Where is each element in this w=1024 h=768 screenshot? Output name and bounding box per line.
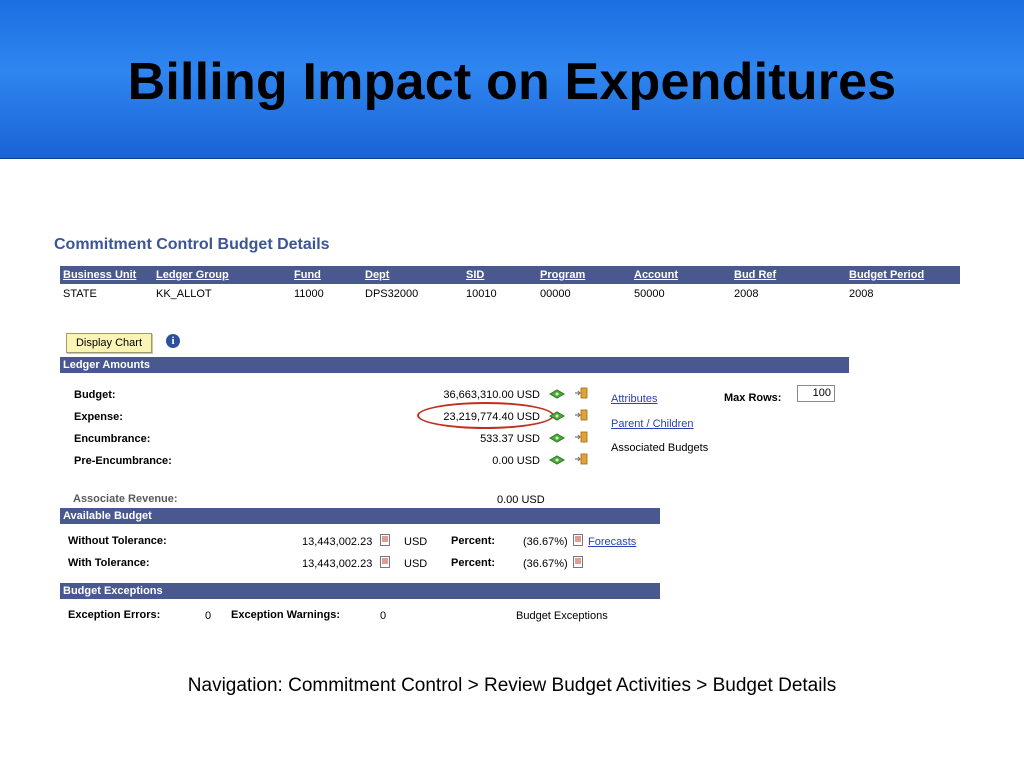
forecasts-link[interactable]: Forecasts xyxy=(588,536,637,548)
value-business-unit: STATE xyxy=(63,288,97,300)
associate-revenue-value: 0.00 USD xyxy=(497,494,545,506)
attributes-link[interactable]: Attributes xyxy=(611,393,658,405)
navigation-caption: Navigation: Commitment Control > Review … xyxy=(187,675,837,696)
pre-encumbrance-label: Pre-Encumbrance: xyxy=(74,455,172,467)
col-account[interactable]: Account xyxy=(634,269,678,281)
value-ledger-group: KK_ALLOT xyxy=(156,288,212,300)
value-program: 00000 xyxy=(540,288,571,300)
ledger-amounts-header: Ledger Amounts xyxy=(60,357,849,373)
value-sid: 10010 xyxy=(466,288,497,300)
without-tolerance-percent-label: Percent: xyxy=(451,535,496,547)
page-title: Commitment Control Budget Details xyxy=(54,236,330,253)
value-fund: 11000 xyxy=(294,288,324,300)
exception-warnings-label: Exception Warnings: xyxy=(231,609,340,621)
display-chart-button[interactable]: Display Chart xyxy=(66,333,152,353)
col-ledger-group[interactable]: Ledger Group xyxy=(156,269,229,281)
with-tolerance-percent: (36.67%) xyxy=(523,558,568,570)
associated-budgets-text[interactable]: Associated Budgets xyxy=(611,442,709,454)
money-icon[interactable] xyxy=(549,455,565,465)
col-program[interactable]: Program xyxy=(540,269,586,281)
drilldown-icon[interactable] xyxy=(574,386,588,400)
value-dept: DPS32000 xyxy=(365,288,419,300)
money-icon[interactable] xyxy=(549,389,565,399)
drilldown-icon[interactable] xyxy=(574,452,588,466)
exception-errors-value: 0 xyxy=(205,610,212,622)
info-icon[interactable]: i xyxy=(166,334,180,348)
with-tolerance-label: With Tolerance: xyxy=(68,557,150,569)
money-icon[interactable] xyxy=(549,433,565,443)
encumbrance-label: Encumbrance: xyxy=(74,433,151,445)
exception-warnings-value: 0 xyxy=(380,610,387,622)
value-account: 50000 xyxy=(634,288,665,300)
with-tolerance-currency: USD xyxy=(404,558,428,570)
col-sid[interactable]: SID xyxy=(466,269,485,281)
expense-highlight-ellipse xyxy=(417,402,554,429)
key-fields-header: Business Unit Ledger Group Fund Dept SID… xyxy=(60,266,960,284)
without-tolerance-percent: (36.67%) xyxy=(523,536,568,548)
money-icon[interactable] xyxy=(549,411,565,421)
associate-revenue-label: Associate Revenue: xyxy=(73,493,178,505)
max-rows-label: Max Rows: xyxy=(724,392,782,404)
without-tolerance-currency: USD xyxy=(404,536,428,548)
pdf-icon[interactable] xyxy=(573,556,583,568)
pre-encumbrance-value: 0.00 USD xyxy=(492,455,540,467)
budget-exceptions-header: Budget Exceptions xyxy=(60,583,660,599)
budget-value: 36,663,310.00 USD xyxy=(443,389,540,401)
drilldown-icon[interactable] xyxy=(574,408,588,422)
col-budget-period[interactable]: Budget Period xyxy=(849,269,925,281)
title-banner: Billing Impact on Expenditures xyxy=(0,0,1024,159)
value-budget-period: 2008 xyxy=(849,288,874,300)
budget-label: Budget: xyxy=(74,389,116,401)
with-tolerance-amount: 13,443,002.23 xyxy=(302,558,373,570)
slide-title: Billing Impact on Expenditures xyxy=(127,53,897,111)
with-tolerance-percent-label: Percent: xyxy=(451,557,496,569)
col-fund[interactable]: Fund xyxy=(294,269,321,281)
col-business-unit[interactable]: Business Unit xyxy=(63,269,137,281)
available-budget-header: Available Budget xyxy=(60,508,660,524)
expense-label: Expense: xyxy=(74,411,123,423)
drilldown-icon[interactable] xyxy=(574,430,588,444)
col-dept[interactable]: Dept xyxy=(365,269,390,281)
encumbrance-value: 533.37 USD xyxy=(480,433,540,445)
pdf-icon[interactable] xyxy=(573,534,583,546)
without-tolerance-amount: 13,443,002.23 xyxy=(302,536,373,548)
value-bud-ref: 2008 xyxy=(734,288,759,300)
without-tolerance-label: Without Tolerance: xyxy=(68,535,167,547)
budget-exceptions-link[interactable]: Budget Exceptions xyxy=(516,610,608,622)
col-bud-ref[interactable]: Bud Ref xyxy=(734,269,777,281)
parent-children-link[interactable]: Parent / Children xyxy=(611,418,694,430)
max-rows-input[interactable]: 100 xyxy=(797,385,835,402)
exception-errors-label: Exception Errors: xyxy=(68,609,161,621)
pdf-icon[interactable] xyxy=(380,556,390,568)
pdf-icon[interactable] xyxy=(380,534,390,546)
